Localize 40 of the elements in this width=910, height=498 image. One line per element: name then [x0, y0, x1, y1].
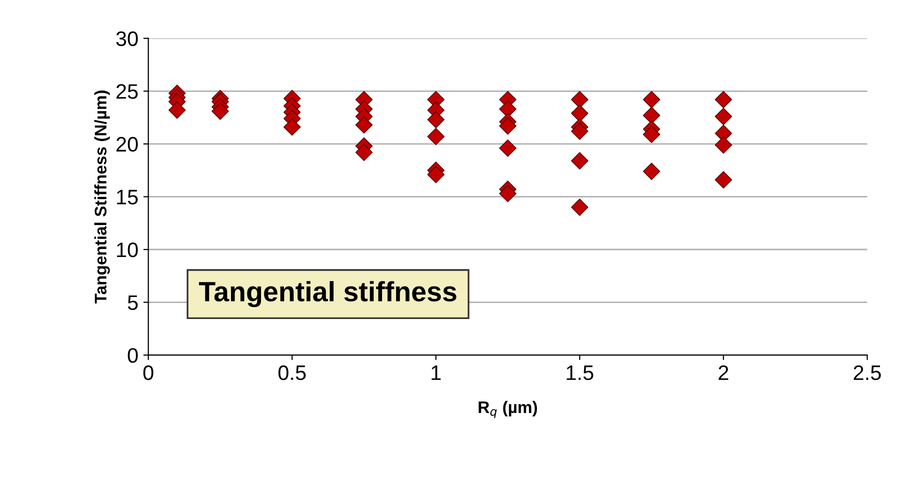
x-axis-title: R$_{q}$ (µm) [478, 400, 537, 418]
x-tick-label: 1.5 [566, 366, 594, 380]
y-tick-label: 5 [128, 296, 138, 310]
point [571, 122, 588, 140]
point [499, 117, 516, 135]
point [283, 118, 301, 136]
y-tick-label: 30 [116, 31, 138, 46]
point [427, 111, 445, 128]
point [499, 140, 516, 157]
point [642, 126, 660, 144]
point [642, 106, 660, 124]
point [571, 152, 588, 170]
annotation: Tangential stiffness [198, 281, 456, 308]
point [571, 90, 588, 108]
y-tick-label: 20 [116, 136, 138, 152]
point [355, 116, 373, 134]
point [714, 136, 732, 154]
point [714, 108, 732, 126]
point [355, 144, 373, 162]
y-tick-label: 0 [128, 348, 138, 363]
point [714, 171, 732, 188]
y-tick-label: 25 [116, 84, 138, 99]
point [212, 102, 229, 120]
point [427, 166, 445, 184]
point [499, 184, 516, 202]
x-tick-label: 2 [718, 365, 728, 380]
point [571, 104, 588, 122]
point [168, 102, 186, 119]
x-tick-label: 0.5 [278, 365, 306, 380]
x-tick-label: 2.5 [854, 365, 881, 380]
y-tick-label: 10 [117, 242, 138, 258]
y-axis-title: Tangential Stiffness (N/µm) [94, 90, 110, 304]
point [571, 198, 588, 216]
point [642, 90, 660, 108]
point [714, 90, 732, 108]
point [427, 128, 445, 146]
point [642, 162, 660, 180]
x-tick-label: 1 [432, 366, 441, 380]
x-tick-label: 0 [143, 365, 154, 380]
y-tick-label: 15 [117, 190, 138, 204]
